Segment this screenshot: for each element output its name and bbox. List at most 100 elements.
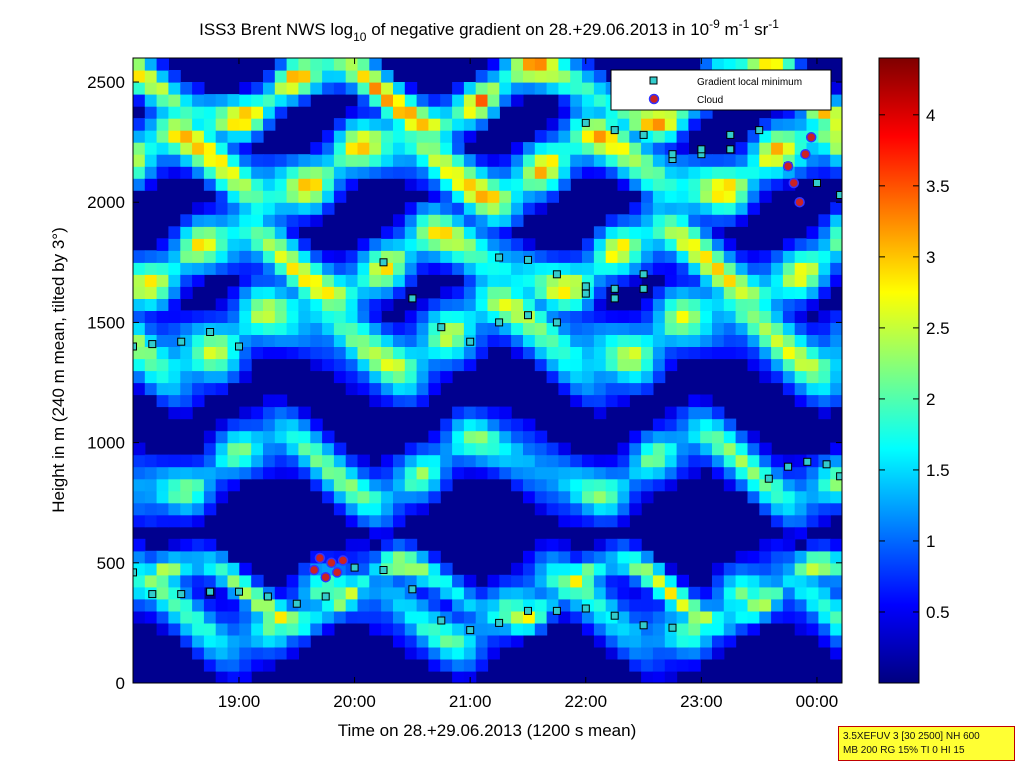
heatmap-cell — [735, 142, 748, 155]
heatmap-cell — [747, 490, 760, 504]
heatmap-cell — [676, 346, 689, 360]
heatmap-cell — [652, 466, 666, 480]
heatmap-cell — [605, 214, 619, 227]
heatmap-cell — [251, 430, 264, 444]
heatmap-cell — [156, 286, 169, 299]
heatmap-cell — [593, 298, 607, 311]
heatmap-cell — [782, 238, 796, 251]
heatmap-cell — [286, 610, 299, 624]
heatmap-cell — [144, 166, 158, 179]
heatmap-cell — [523, 238, 536, 251]
heatmap-cell — [712, 166, 725, 179]
heatmap-cell — [664, 334, 678, 347]
heatmap-cell — [700, 238, 713, 251]
heatmap-cell — [463, 358, 477, 372]
heatmap-cell — [263, 454, 276, 468]
heatmap-cell — [617, 130, 630, 143]
heatmap-cell — [818, 394, 831, 408]
gradient-min-point — [321, 592, 330, 601]
heatmap-cell — [499, 214, 512, 227]
heatmap-cell — [511, 586, 524, 600]
heatmap-cell — [487, 106, 500, 119]
heatmap-cell — [593, 394, 607, 408]
heatmap-cell — [806, 118, 819, 131]
heatmap-cell — [582, 454, 595, 468]
heatmap-cell — [274, 226, 288, 239]
heatmap-cell — [286, 322, 299, 335]
gradient-min-point — [379, 258, 388, 267]
cloud-point — [308, 564, 320, 576]
heatmap-cell — [416, 370, 429, 384]
heatmap-cell — [274, 394, 288, 408]
heatmap-cell — [180, 406, 193, 420]
heatmap-cell — [605, 274, 619, 287]
heatmap-cell — [747, 622, 760, 636]
heatmap-cell — [723, 322, 737, 335]
heatmap-cell — [440, 226, 453, 239]
heatmap-cell — [310, 70, 323, 83]
heatmap-cell — [381, 82, 394, 95]
heatmap-cell — [180, 82, 193, 95]
heatmap-cell — [806, 286, 819, 299]
heatmap-cell — [440, 622, 453, 636]
heatmap-cell — [263, 262, 276, 275]
heatmap-cell — [759, 334, 772, 347]
heatmap-cell — [452, 346, 465, 360]
heatmap-cell — [735, 598, 748, 612]
heatmap-cell — [357, 346, 370, 360]
heatmap-cell — [393, 598, 406, 612]
heatmap-cell — [393, 142, 406, 155]
heatmap-cell — [203, 646, 217, 660]
heatmap-cell — [452, 586, 465, 600]
gradient-min-point — [813, 179, 821, 187]
heatmap-cell — [274, 286, 288, 299]
heatmap-cell — [393, 334, 406, 347]
heatmap-cell — [759, 598, 772, 612]
heatmap-cell — [156, 586, 169, 600]
heatmap-cell — [381, 94, 394, 107]
gradient-min-point — [177, 590, 186, 599]
x-tick-label: 23:00 — [680, 692, 723, 711]
x-tick-label: 19:00 — [218, 692, 261, 711]
heatmap-cell — [818, 358, 831, 372]
heatmap-cell — [452, 646, 465, 660]
heatmap-cell — [357, 262, 370, 275]
heatmap-cell — [274, 646, 288, 660]
heatmap-cell — [263, 659, 276, 672]
heatmap-cell — [511, 622, 524, 636]
heatmap-cell — [759, 610, 772, 624]
heatmap-cell — [263, 286, 276, 299]
cloud-point — [337, 555, 349, 566]
heatmap-cell — [404, 334, 418, 347]
heatmap-cell — [593, 634, 607, 648]
heatmap-cell — [794, 238, 808, 251]
heatmap-cell — [298, 94, 311, 107]
heatmap-cell — [463, 610, 477, 624]
heatmap-cell — [593, 370, 607, 384]
heatmap-cell — [652, 190, 666, 203]
heatmap-cell — [404, 370, 418, 384]
heatmap-cell — [605, 370, 619, 384]
heatmap-cell — [192, 550, 205, 564]
heatmap-cell — [700, 610, 713, 624]
heatmap-cell — [227, 622, 240, 636]
heatmap-cell — [381, 358, 394, 372]
heatmap-cell — [475, 154, 489, 167]
heatmap-cell — [298, 166, 311, 179]
heatmap-cell — [830, 94, 842, 107]
gradient-min-point — [552, 606, 561, 615]
heatmap-cell — [499, 466, 512, 480]
heatmap-cell — [688, 430, 701, 444]
heatmap-cell — [593, 94, 607, 107]
heatmap-cell — [641, 586, 654, 600]
heatmap-cell — [523, 286, 536, 299]
heatmap-cell — [475, 634, 489, 648]
heatmap-cell — [263, 238, 276, 251]
heatmap-cell — [298, 586, 311, 600]
heatmap-cell — [570, 262, 583, 275]
heatmap-cell — [558, 586, 571, 600]
heatmap-cell — [759, 490, 772, 504]
heatmap-cell — [605, 346, 619, 360]
heatmap-cell — [298, 274, 311, 287]
heatmap-cell — [298, 154, 311, 167]
